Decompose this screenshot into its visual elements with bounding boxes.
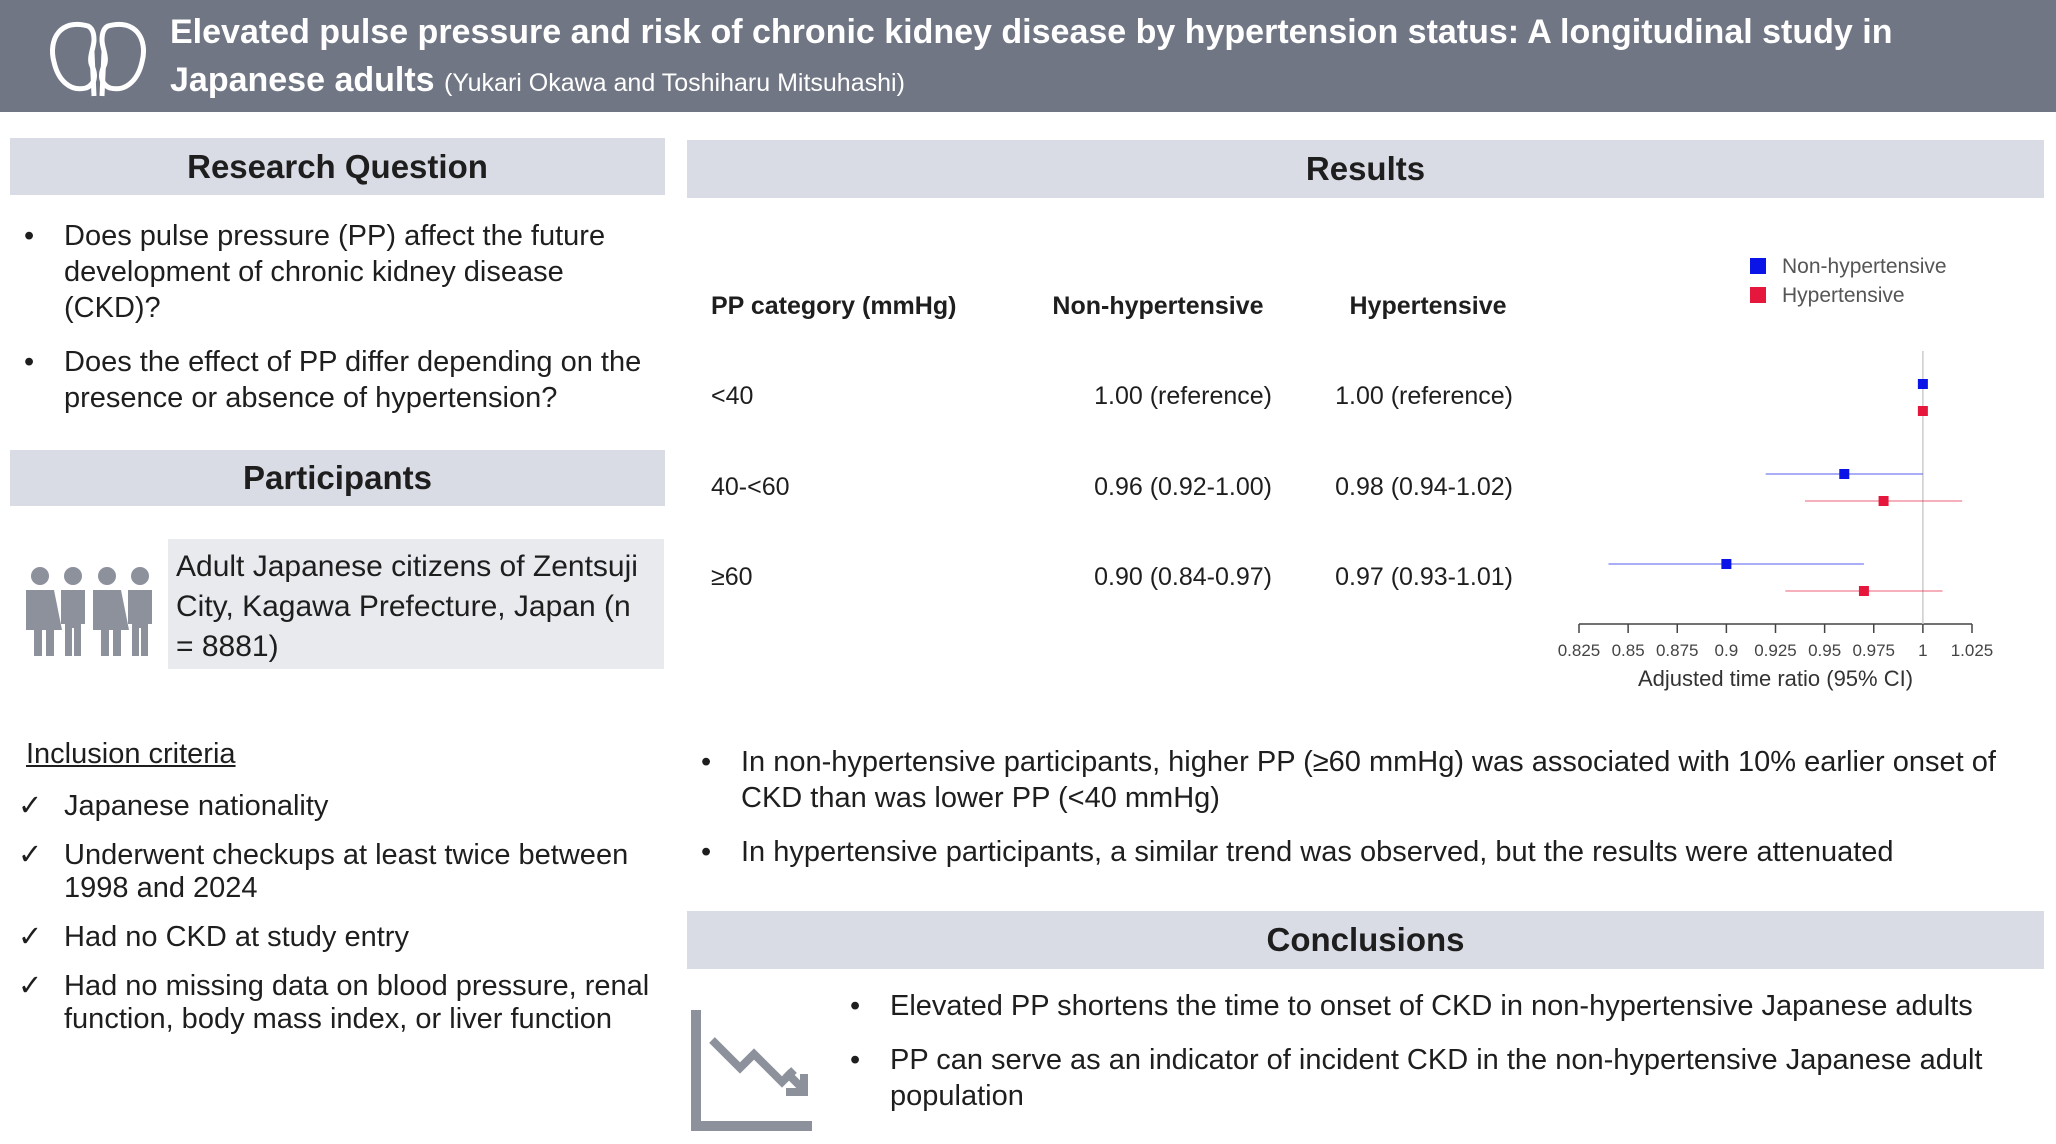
decline-icon xyxy=(691,1010,812,1131)
table-cell: ≥60 xyxy=(711,563,753,591)
x-tick-label: 0.975 xyxy=(1852,641,1895,660)
x-tick-label: 0.925 xyxy=(1754,641,1797,660)
inclusion-heading: Inclusion criteria xyxy=(26,738,236,770)
table-cell: 40-<60 xyxy=(711,473,790,501)
kidney-icon xyxy=(50,21,146,97)
table-cell: 0.97 (0.93-1.01) xyxy=(1335,563,1513,591)
legend-swatch xyxy=(1750,287,1766,303)
question: Does pulse pressure (PP) affect the futu… xyxy=(10,218,665,326)
table-cell: 0.90 (0.84-0.97) xyxy=(1094,563,1272,591)
conclusions-list: Elevated PP shortens the time to onset o… xyxy=(836,988,2016,1132)
section-heading: Conclusions xyxy=(687,911,2044,969)
title: Elevated pulse pressure and risk of chro… xyxy=(170,8,2040,107)
findings-list: In non-hypertensive participants, higher… xyxy=(687,744,2027,888)
x-tick-label: 0.95 xyxy=(1808,641,1841,660)
legend-swatch xyxy=(1750,258,1766,274)
finding: In non-hypertensive participants, higher… xyxy=(687,744,2027,816)
title-text: Elevated pulse pressure and risk of chro… xyxy=(170,13,1893,99)
table-header: Non-hypertensive xyxy=(1052,292,1264,320)
table-header: Hypertensive xyxy=(1349,292,1507,320)
table-cell: 1.00 (reference) xyxy=(1335,382,1513,410)
section-heading: Research Question xyxy=(10,138,665,195)
x-axis-label: Adjusted time ratio (95% CI) xyxy=(1638,666,1913,691)
point-estimate xyxy=(1878,496,1889,506)
section-heading: Results xyxy=(687,140,2044,198)
legend-label: Hypertensive xyxy=(1782,284,1905,307)
criterion: Japanese nationality xyxy=(10,790,650,823)
x-tick-label: 1.025 xyxy=(1951,641,1994,660)
x-tick-label: 0.825 xyxy=(1558,641,1601,660)
people-icon xyxy=(26,567,152,656)
table-cell: 0.96 (0.92-1.00) xyxy=(1094,473,1272,501)
section-heading: Participants xyxy=(10,450,665,506)
header-bar xyxy=(0,0,2056,112)
point-estimate xyxy=(1917,379,1928,389)
question-list: Does pulse pressure (PP) affect the futu… xyxy=(10,218,665,434)
participants-description: Adult Japanese citizens of Zentsuji City… xyxy=(168,539,664,669)
table-cell: 0.98 (0.94-1.02) xyxy=(1335,473,1513,501)
point-estimate xyxy=(1839,469,1850,479)
table-cell: <40 xyxy=(711,382,754,410)
x-tick-label: 0.9 xyxy=(1715,641,1739,660)
criterion: Had no missing data on blood pressure, r… xyxy=(10,970,650,1036)
finding: In hypertensive participants, a similar … xyxy=(687,834,2027,870)
x-tick-label: 1 xyxy=(1918,641,1927,660)
criterion: Had no CKD at study entry xyxy=(10,921,650,954)
point-estimate xyxy=(1721,559,1732,569)
conclusion: Elevated PP shortens the time to onset o… xyxy=(836,988,2016,1024)
criterion: Underwent checkups at least twice betwee… xyxy=(10,839,650,905)
x-tick-label: 0.85 xyxy=(1612,641,1645,660)
conclusion: PP can serve as an indicator of incident… xyxy=(836,1042,2016,1114)
criteria-list: Japanese nationality Underwent checkups a… xyxy=(10,790,650,1052)
table-cell: 1.00 (reference) xyxy=(1094,382,1272,410)
question: Does the effect of PP differ depending o… xyxy=(10,344,665,416)
authors: (Yukari Okawa and Toshiharu Mitsuhashi) xyxy=(444,69,905,97)
point-estimate xyxy=(1858,586,1869,596)
table-header: PP category (mmHg) xyxy=(711,292,957,320)
legend-label: Non-hypertensive xyxy=(1782,255,1947,278)
x-tick-label: 0.875 xyxy=(1656,641,1699,660)
point-estimate xyxy=(1917,406,1928,416)
